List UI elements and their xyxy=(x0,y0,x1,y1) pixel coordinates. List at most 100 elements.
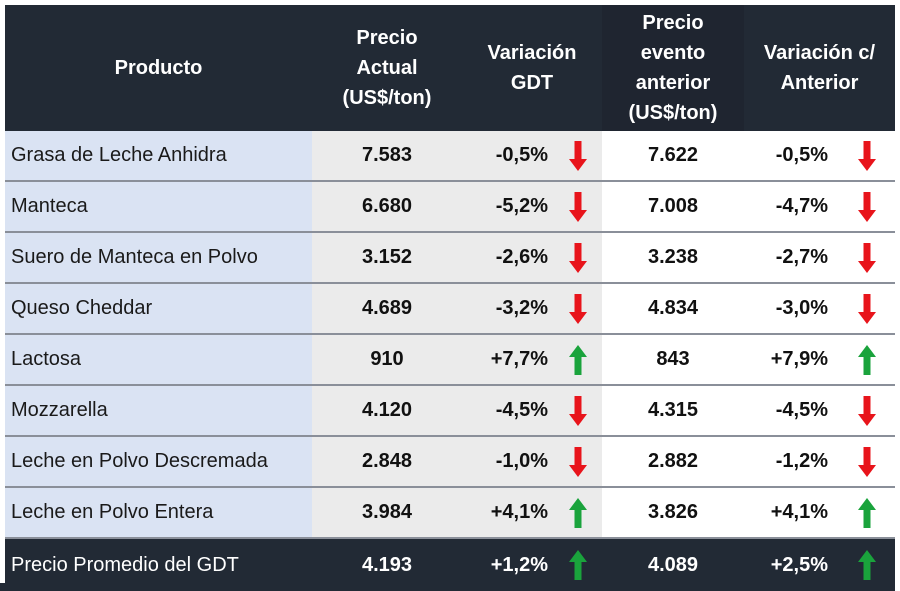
previous-price: 3.826 xyxy=(602,487,744,539)
table-row: Leche en Polvo Descremada 2.848 -1,0% 2.882… xyxy=(5,436,896,488)
previous-price: 843 xyxy=(602,334,744,386)
previous-variation: +2,5% xyxy=(744,538,838,591)
previous-price: 7.008 xyxy=(602,181,744,233)
previous-variation: -3,0% xyxy=(744,283,838,335)
table-footer-band xyxy=(0,583,890,591)
header-row: Producto Precio Actual (US$/ton) Variaci… xyxy=(5,5,896,131)
gdt-variation-arrow xyxy=(554,538,602,591)
table-row: Suero de Manteca en Polvo 3.152 -2,6% 3.238… xyxy=(5,232,896,284)
previous-variation-arrow xyxy=(838,385,896,437)
current-price: 4.193 xyxy=(312,538,462,591)
previous-variation-arrow xyxy=(838,334,896,386)
table-row: Grasa de Leche Anhidra 7.583 -0,5% 7.622 -0,… xyxy=(5,131,896,182)
table-body: Grasa de Leche Anhidra 7.583 -0,5% 7.622 -0,… xyxy=(5,131,896,591)
product-name: Leche en Polvo Entera xyxy=(5,487,312,539)
previous-variation-arrow xyxy=(838,181,896,233)
gdt-variation: -4,5% xyxy=(462,385,554,437)
previous-price: 4.089 xyxy=(602,538,744,591)
gdt-variation-arrow xyxy=(554,334,602,386)
arrow-down-icon xyxy=(857,140,876,171)
gdt-variation-arrow xyxy=(554,436,602,488)
product-name: Grasa de Leche Anhidra xyxy=(5,131,312,182)
header-producto: Producto xyxy=(5,5,312,131)
header-variacion-gdt: Variación GDT xyxy=(462,5,602,131)
table-row: Queso Cheddar 4.689 -3,2% 4.834 -3,0% xyxy=(5,283,896,335)
previous-variation-arrow xyxy=(838,232,896,284)
table-row: Mozzarella 4.120 -4,5% 4.315 -4,5% xyxy=(5,385,896,437)
product-name: Leche en Polvo Descremada xyxy=(5,436,312,488)
previous-variation: -4,7% xyxy=(744,181,838,233)
gdt-variation-arrow xyxy=(554,232,602,284)
arrow-up-icon xyxy=(569,550,587,580)
current-price: 3.152 xyxy=(312,232,462,284)
arrow-down-icon xyxy=(569,395,587,426)
arrow-down-icon xyxy=(569,140,587,171)
current-price: 7.583 xyxy=(312,131,462,182)
previous-price: 7.622 xyxy=(602,131,744,182)
gdt-price-table-container: Producto Precio Actual (US$/ton) Variaci… xyxy=(5,5,896,591)
arrow-up-icon xyxy=(857,497,876,528)
product-name: Lactosa xyxy=(5,334,312,386)
gdt-variation: -0,5% xyxy=(462,131,554,182)
arrow-down-icon xyxy=(857,446,876,477)
previous-variation: +4,1% xyxy=(744,487,838,539)
average-row: Precio Promedio del GDT 4.193 +1,2% 4.089 +2… xyxy=(5,538,896,591)
arrow-up-icon xyxy=(857,550,876,580)
gdt-variation-arrow xyxy=(554,181,602,233)
previous-variation: +7,9% xyxy=(744,334,838,386)
previous-variation: -0,5% xyxy=(744,131,838,182)
previous-price: 3.238 xyxy=(602,232,744,284)
arrow-down-icon xyxy=(569,293,587,324)
gdt-variation-arrow xyxy=(554,283,602,335)
arrow-up-icon xyxy=(569,497,587,528)
header-precio-actual: Precio Actual (US$/ton) xyxy=(312,5,462,131)
arrow-down-icon xyxy=(569,242,587,273)
arrow-down-icon xyxy=(569,446,587,477)
arrow-up-icon xyxy=(857,344,876,375)
product-name: Queso Cheddar xyxy=(5,283,312,335)
gdt-price-table: Producto Precio Actual (US$/ton) Variaci… xyxy=(5,5,896,591)
arrow-down-icon xyxy=(857,191,876,222)
previous-variation: -1,2% xyxy=(744,436,838,488)
previous-price: 4.834 xyxy=(602,283,744,335)
table-row: Manteca 6.680 -5,2% 7.008 -4,7% xyxy=(5,181,896,233)
previous-price: 2.882 xyxy=(602,436,744,488)
previous-variation: -2,7% xyxy=(744,232,838,284)
current-price: 4.689 xyxy=(312,283,462,335)
header-precio-anterior: Precio evento anterior (US$/ton) xyxy=(602,5,744,131)
gdt-variation: -3,2% xyxy=(462,283,554,335)
previous-price: 4.315 xyxy=(602,385,744,437)
previous-variation-arrow xyxy=(838,131,896,182)
product-name: Precio Promedio del GDT xyxy=(5,538,312,591)
gdt-variation: -2,6% xyxy=(462,232,554,284)
arrow-up-icon xyxy=(569,344,587,375)
current-price: 910 xyxy=(312,334,462,386)
table-header: Producto Precio Actual (US$/ton) Variaci… xyxy=(5,5,896,131)
previous-variation-arrow xyxy=(838,487,896,539)
current-price: 6.680 xyxy=(312,181,462,233)
current-price: 4.120 xyxy=(312,385,462,437)
table-row: Lactosa 910 +7,7% 843 +7,9% xyxy=(5,334,896,386)
arrow-down-icon xyxy=(857,395,876,426)
previous-variation-arrow xyxy=(838,538,896,591)
arrow-down-icon xyxy=(857,293,876,324)
gdt-variation: +7,7% xyxy=(462,334,554,386)
current-price: 3.984 xyxy=(312,487,462,539)
table-row: Leche en Polvo Entera 3.984 +4,1% 3.826 +4,1… xyxy=(5,487,896,539)
gdt-variation: +1,2% xyxy=(462,538,554,591)
previous-variation-arrow xyxy=(838,436,896,488)
gdt-variation: -5,2% xyxy=(462,181,554,233)
arrow-down-icon xyxy=(857,242,876,273)
product-name: Manteca xyxy=(5,181,312,233)
arrow-down-icon xyxy=(569,191,587,222)
product-name: Mozzarella xyxy=(5,385,312,437)
current-price: 2.848 xyxy=(312,436,462,488)
gdt-variation-arrow xyxy=(554,487,602,539)
previous-variation: -4,5% xyxy=(744,385,838,437)
header-variacion-anterior: Variación c/ Anterior xyxy=(744,5,896,131)
gdt-variation-arrow xyxy=(554,385,602,437)
gdt-variation-arrow xyxy=(554,131,602,182)
product-name: Suero de Manteca en Polvo xyxy=(5,232,312,284)
gdt-variation: +4,1% xyxy=(462,487,554,539)
previous-variation-arrow xyxy=(838,283,896,335)
